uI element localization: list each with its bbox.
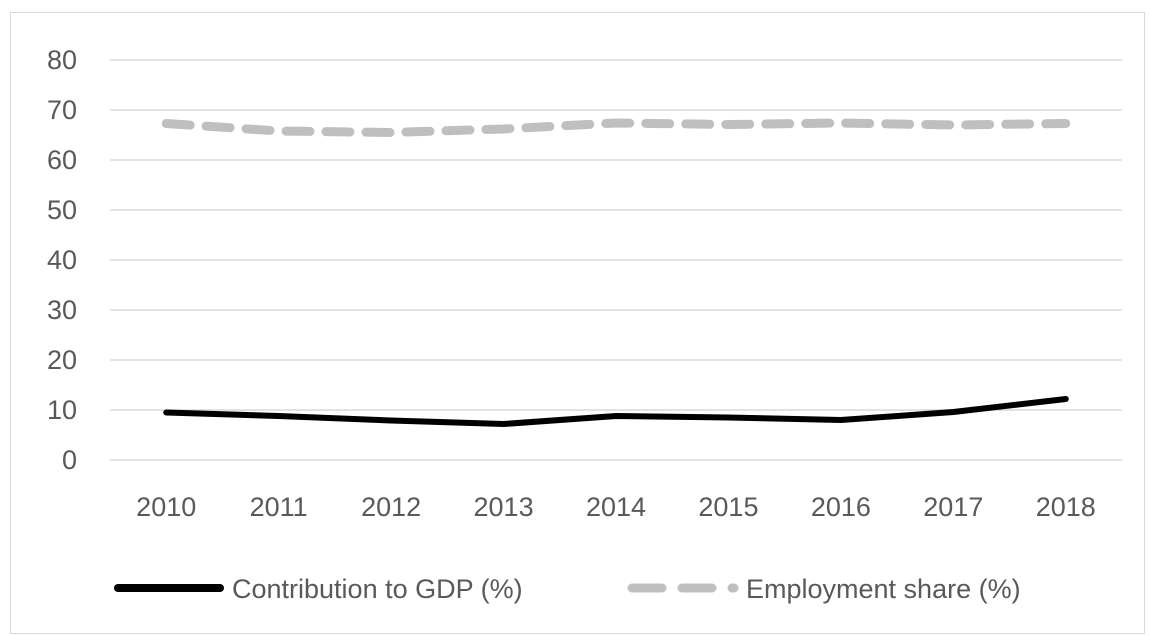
y-tick-label: 40 [47,245,77,275]
x-tick-label: 2011 [250,492,308,522]
y-tick-label: 60 [47,145,77,175]
legend-label-employment: Employment share (%) [746,574,1021,604]
x-tick-label: 2013 [474,492,534,522]
x-tick-label: 2016 [811,492,871,522]
y-tick-label: 70 [47,95,77,125]
series-line-0 [166,399,1066,424]
x-tick-label: 2015 [698,492,758,522]
x-tick-label: 2014 [586,492,646,522]
series-lines [166,123,1066,424]
y-tick-label: 20 [47,345,77,375]
x-axis-ticks: 2010 2011 2012 2013 2014 2015 2016 2017 2018 [136,492,1096,522]
x-tick-label: 2012 [361,492,421,522]
x-tick-label: 2017 [923,492,983,522]
y-tick-label: 30 [47,295,77,325]
y-tick-label: 50 [47,195,77,225]
legend-label-gdp: Contribution to GDP (%) [232,574,523,604]
x-tick-label: 2018 [1036,492,1096,522]
y-tick-label: 10 [47,395,77,425]
y-axis-ticks: 0 10 20 30 40 50 60 70 80 [47,45,77,475]
y-tick-label: 80 [47,45,77,75]
legend: Contribution to GDP (%) Employment share… [118,574,1021,604]
y-tick-label: 0 [62,445,77,475]
x-tick-label: 2010 [136,492,196,522]
series-line-1 [166,123,1066,133]
